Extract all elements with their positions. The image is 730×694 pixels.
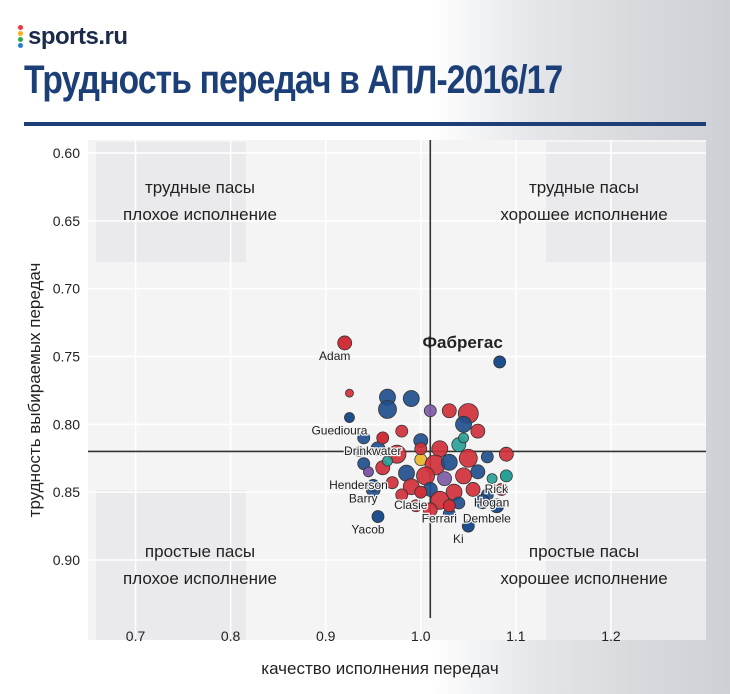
data-point bbox=[353, 446, 365, 457]
data-point bbox=[495, 483, 508, 496]
data-point bbox=[414, 485, 428, 499]
data-point bbox=[402, 390, 420, 407]
logo-dot-icon bbox=[18, 25, 23, 30]
logo-dots-icon bbox=[18, 25, 24, 49]
data-point bbox=[371, 510, 385, 523]
data-point bbox=[376, 431, 390, 445]
data-point-label: Yacob bbox=[351, 523, 384, 537]
data-point bbox=[344, 412, 355, 423]
data-point bbox=[455, 415, 472, 433]
data-point bbox=[385, 476, 399, 490]
y-tick-label: 0.85 bbox=[53, 484, 80, 500]
data-point bbox=[489, 498, 505, 514]
data-point bbox=[363, 466, 374, 478]
data-point bbox=[378, 400, 397, 419]
data-point bbox=[387, 444, 407, 464]
data-point bbox=[475, 494, 490, 510]
data-point bbox=[486, 473, 498, 485]
y-axis-label: трудность выбираемых передач bbox=[25, 263, 44, 518]
y-tick-label: 0.90 bbox=[53, 552, 80, 568]
data-point-label: Adam bbox=[319, 349, 350, 363]
data-point-label: Ferrari bbox=[422, 512, 457, 526]
y-tick-label: 0.80 bbox=[53, 416, 80, 432]
quadrant-shade bbox=[96, 142, 246, 262]
data-point bbox=[395, 488, 409, 502]
data-point bbox=[337, 335, 353, 351]
data-point bbox=[498, 446, 514, 462]
data-point-label: Rick bbox=[485, 482, 509, 496]
quadrant-label-line1: трудные пасы bbox=[145, 178, 255, 197]
x-tick-label: 0.7 bbox=[126, 628, 146, 644]
quadrant-shade bbox=[546, 490, 706, 640]
quadrant-shade bbox=[96, 490, 246, 640]
x-tick-label: 0.9 bbox=[316, 628, 336, 644]
data-point bbox=[416, 466, 435, 486]
data-point-label: Guedioura bbox=[311, 424, 367, 438]
quadrant-label-line2: хорошее исполнение bbox=[500, 569, 667, 588]
y-tick-label: 0.65 bbox=[53, 213, 80, 229]
data-point bbox=[422, 502, 438, 518]
data-point bbox=[345, 388, 354, 398]
data-point-label: Dembele bbox=[463, 512, 511, 526]
data-point bbox=[423, 404, 437, 418]
logo-text: sports.ru bbox=[28, 23, 128, 50]
logo-dot-icon bbox=[18, 37, 23, 42]
data-point bbox=[437, 471, 452, 487]
data-point bbox=[442, 499, 456, 513]
page-title: Трудность передач в АПЛ-2016/17 bbox=[24, 58, 563, 102]
data-point-label: Barry bbox=[349, 491, 378, 505]
data-point bbox=[470, 423, 486, 439]
data-point-label: Clasie bbox=[394, 498, 428, 512]
x-tick-label: 0.8 bbox=[221, 628, 241, 644]
logo-dot-icon bbox=[18, 31, 23, 36]
x-tick-label: 1.0 bbox=[411, 628, 431, 644]
quadrant-label-line2: плохое исполнение bbox=[123, 205, 277, 224]
brand-logo[interactable]: sports.ru bbox=[18, 22, 128, 52]
x-axis-label: качество исполнения передач bbox=[261, 659, 498, 678]
data-point bbox=[431, 440, 449, 458]
data-point-label: Фабрегас bbox=[423, 333, 503, 352]
x-tick-label: 1.2 bbox=[601, 628, 621, 644]
data-point bbox=[382, 455, 393, 467]
title-divider bbox=[24, 122, 706, 126]
data-point bbox=[461, 519, 475, 533]
data-point bbox=[493, 355, 507, 369]
quadrant-label-line1: трудные пасы bbox=[529, 178, 639, 197]
x-tick-label: 1.1 bbox=[506, 628, 526, 644]
quadrant-label-line2: плохое исполнение bbox=[123, 569, 277, 588]
data-point bbox=[480, 450, 494, 464]
logo-dot-icon bbox=[18, 43, 23, 48]
data-point bbox=[465, 482, 481, 497]
y-tick-label: 0.60 bbox=[53, 145, 80, 161]
data-point-label: Henderson bbox=[329, 478, 388, 492]
data-point-label: Drinkwater bbox=[344, 444, 401, 458]
data-point-label: Hogan bbox=[474, 495, 509, 509]
data-point bbox=[470, 464, 486, 480]
data-point bbox=[409, 499, 423, 513]
quadrant-label-line2: хорошее исполнение bbox=[500, 205, 667, 224]
y-tick-label: 0.70 bbox=[53, 281, 80, 297]
data-point bbox=[414, 442, 428, 456]
quadrant-label-line1: простые пасы bbox=[145, 542, 255, 561]
data-point-label: Ki bbox=[453, 532, 464, 546]
data-point bbox=[357, 431, 371, 445]
data-point bbox=[366, 478, 380, 492]
data-point bbox=[395, 424, 409, 438]
quadrant-shade bbox=[546, 142, 706, 262]
data-point bbox=[458, 432, 469, 444]
y-tick-label: 0.75 bbox=[53, 349, 80, 365]
data-point bbox=[440, 453, 458, 471]
data-point bbox=[499, 469, 513, 483]
data-point bbox=[441, 403, 457, 419]
data-point bbox=[458, 448, 478, 468]
quadrant-label-line1: простые пасы bbox=[529, 542, 639, 561]
data-point bbox=[455, 467, 472, 485]
